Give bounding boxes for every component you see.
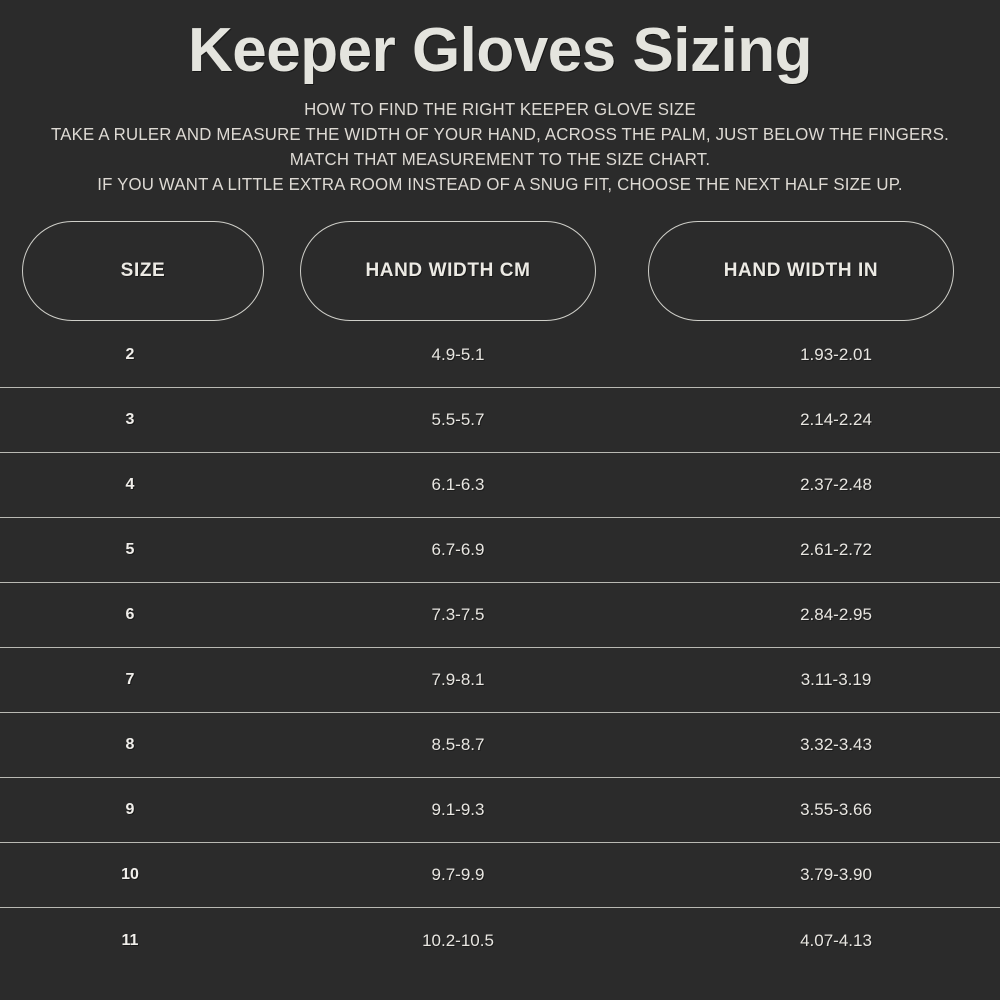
table-row: 10 9.7-9.9 3.79-3.90 [0,843,1000,909]
cell-hand-width-cm: 7.3-7.5 [431,605,485,625]
cell-size: 3 [125,411,135,429]
cell-hand-width-in: 2.84-2.95 [800,605,872,625]
cell-size: 6 [125,606,135,624]
cell-hand-width-cm: 9.7-9.9 [431,865,485,885]
cell-hand-width-cm: 7.9-8.1 [431,670,485,690]
instruction-line-1: HOW TO FIND THE RIGHT KEEPER GLOVE SIZE [304,99,696,120]
cell-size: 5 [125,541,135,559]
cell-hand-width-in: 2.14-2.24 [800,410,872,430]
cell-hand-width-in: 4.07-4.13 [800,930,872,950]
column-header-hand-width-in: HAND WIDTH IN [648,221,954,322]
cell-size: 4 [125,476,135,494]
column-header-hand-width-cm-label: HAND WIDTH CM [365,260,531,282]
column-header-size-label: SIZE [120,260,166,282]
cell-hand-width-in: 3.55-3.66 [800,800,872,820]
cell-hand-width-cm: 8.5-8.7 [431,735,485,755]
page-title: Keeper Gloves Sizing [188,16,813,85]
cell-hand-width-in: 1.93-2.01 [800,345,872,365]
cell-size: 10 [121,866,139,884]
cell-size: 9 [125,801,135,819]
cell-size: 7 [125,671,135,689]
column-header-hand-width-in-label: HAND WIDTH IN [723,260,879,282]
cell-hand-width-in: 3.32-3.43 [800,735,872,755]
table-row: 2 4.9-5.1 1.93-2.01 [0,323,1000,389]
cell-hand-width-cm: 6.1-6.3 [431,475,485,495]
column-header-hand-width-cm: HAND WIDTH CM [300,221,596,322]
page-header: Keeper Gloves Sizing HOW TO FIND THE RIG… [0,0,1000,197]
cell-size: 2 [125,346,135,364]
cell-hand-width-cm: 4.9-5.1 [431,345,485,365]
table-row: 6 7.3-7.5 2.84-2.95 [0,583,1000,649]
table-row: 3 5.5-5.7 2.14-2.24 [0,388,1000,454]
cell-hand-width-cm: 10.2-10.5 [422,930,494,950]
cell-hand-width-in: 3.11-3.19 [800,670,872,690]
table-row: 4 6.1-6.3 2.37-2.48 [0,453,1000,519]
table-row: 5 6.7-6.9 2.61-2.72 [0,518,1000,584]
table-row: 11 10.2-10.5 4.07-4.13 [0,908,1000,973]
cell-hand-width-in: 2.61-2.72 [800,540,872,560]
table-row: 9 9.1-9.3 3.55-3.66 [0,778,1000,844]
cell-size: 11 [121,931,139,949]
cell-size: 8 [125,736,135,754]
table-row: 8 8.5-8.7 3.32-3.43 [0,713,1000,779]
cell-hand-width-in: 2.37-2.48 [800,475,872,495]
cell-hand-width-cm: 9.1-9.3 [431,800,485,820]
instruction-line-2: TAKE A RULER AND MEASURE THE WIDTH OF YO… [50,124,949,145]
column-header-size: SIZE [22,221,264,322]
table-header-row: SIZE HAND WIDTH CM HAND WIDTH IN [0,215,1000,323]
instruction-line-3: MATCH THAT MEASUREMENT TO THE SIZE CHART… [289,149,711,170]
instructions-block: HOW TO FIND THE RIGHT KEEPER GLOVE SIZE … [10,97,990,197]
instruction-line-4: IF YOU WANT A LITTLE EXTRA ROOM INSTEAD … [97,174,903,195]
cell-hand-width-cm: 6.7-6.9 [431,540,485,560]
cell-hand-width-in: 3.79-3.90 [800,865,872,885]
cell-hand-width-cm: 5.5-5.7 [431,410,485,430]
table-row: 7 7.9-8.1 3.11-3.19 [0,648,1000,714]
sizing-table: 2 4.9-5.1 1.93-2.01 3 5.5-5.7 2.14-2.24 … [0,323,1000,973]
